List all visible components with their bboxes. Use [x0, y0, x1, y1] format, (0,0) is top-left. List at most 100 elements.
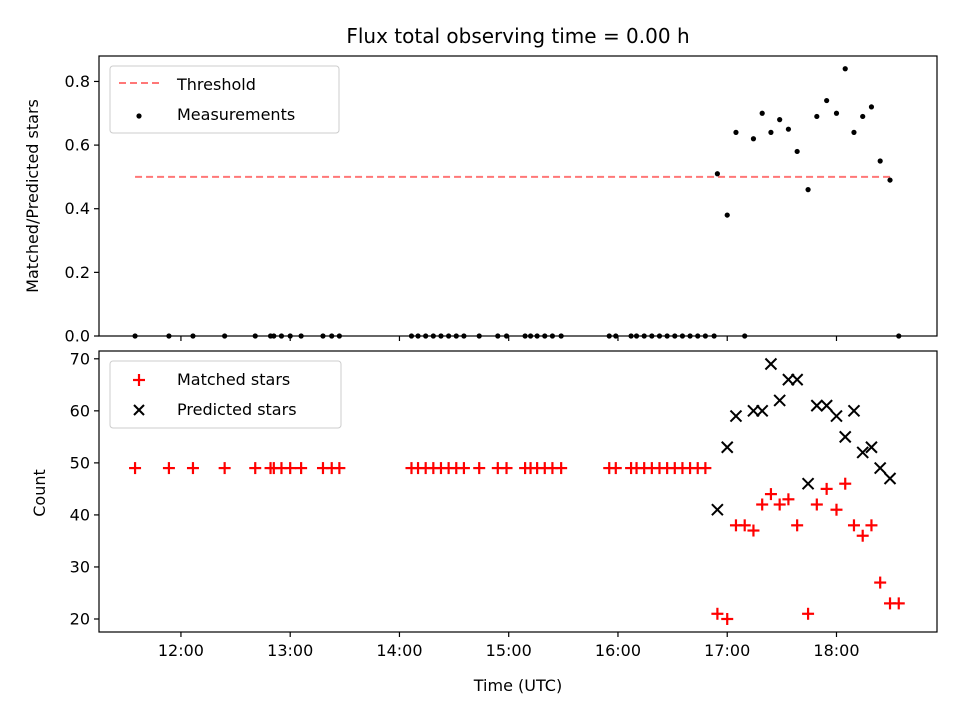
ratio-y-axis-label: Matched/Predicted stars — [23, 99, 42, 293]
count-legend: Matched stars Predicted stars — [109, 360, 342, 429]
matched-star-point — [186, 462, 199, 475]
count-plot-area — [129, 357, 905, 625]
count-y-tick-label: 30 — [70, 557, 90, 576]
count-legend-box — [109, 360, 342, 429]
matched-star-point — [802, 607, 815, 620]
count-y-tick-label: 50 — [70, 453, 90, 472]
matched-star-point — [839, 477, 852, 490]
measurement-point — [724, 212, 730, 218]
ratio-y-ticks: 0.0 0.2 0.4 0.6 0.8 — [65, 72, 99, 346]
matched-star-point — [810, 498, 823, 511]
measurement-point — [794, 148, 800, 155]
count-y-tick-label: 40 — [70, 505, 90, 524]
measurement-point — [714, 171, 720, 177]
count-y-tick-label: 20 — [70, 609, 90, 628]
ratio-y-tick-label: 0.4 — [65, 199, 90, 218]
matched-star-point — [699, 462, 712, 475]
legend-matched-label: Matched stars — [177, 370, 290, 389]
predicted-star-point — [801, 477, 815, 490]
measurement-point — [785, 126, 792, 132]
matched-star-point — [756, 498, 769, 511]
count-x-tick-label: 17:00 — [704, 641, 750, 660]
legend-measurements-label: Measurements — [177, 105, 295, 124]
matched-star-point — [820, 482, 833, 495]
predicted-star-point — [839, 430, 852, 444]
ratio-y-tick-label: 0.8 — [65, 72, 90, 91]
matched-star-point — [555, 462, 568, 475]
count-x-axis-label: Time (UTC) — [473, 676, 562, 695]
ratio-legend-box — [109, 65, 340, 134]
measurement-point — [887, 177, 893, 183]
matched-star-point — [738, 519, 751, 532]
matched-star-point — [609, 462, 622, 475]
predicted-star-point — [711, 503, 724, 516]
legend-threshold-label: Threshold — [176, 75, 256, 94]
matched-star-point — [473, 462, 486, 475]
count-x-tick-label: 16:00 — [595, 641, 641, 660]
matched-star-point — [249, 462, 262, 475]
ratio-axes-frame — [98, 55, 938, 337]
matched-star-point — [764, 488, 777, 501]
count-y-ticks: 20 30 40 50 60 70 — [70, 349, 99, 628]
count-y-tick-label: 60 — [70, 401, 90, 420]
ratio-y-tick-label: 0.2 — [65, 263, 90, 282]
predicted-star-point — [873, 461, 887, 475]
measurement-point — [877, 158, 883, 164]
predicted-star-point — [764, 357, 778, 371]
matched-star-point — [333, 462, 346, 475]
matched-star-point — [457, 462, 470, 475]
count-x-tick-label: 15:00 — [486, 641, 532, 660]
measurement-point — [851, 129, 857, 135]
matched-star-point — [721, 612, 734, 625]
count-x-tick-label: 18:00 — [813, 641, 859, 660]
count-x-tick-label: 13:00 — [267, 641, 313, 660]
measurement-point — [860, 113, 866, 120]
predicted-star-point — [729, 409, 743, 423]
measurement-point — [824, 97, 830, 104]
predicted-star-point — [865, 441, 878, 454]
matched-star-point — [830, 503, 843, 516]
count-x-tick-label: 14:00 — [376, 641, 422, 660]
matched-star-point — [847, 519, 860, 532]
measurement-point — [805, 187, 811, 193]
matched-star-point — [773, 498, 786, 511]
count-axes-frame — [98, 350, 938, 633]
matched-star-point — [865, 519, 878, 532]
measurement-point — [759, 110, 765, 116]
predicted-star-point — [773, 394, 786, 407]
predicted-star-point — [847, 404, 861, 418]
predicted-star-point — [856, 446, 869, 459]
matched-star-point — [791, 519, 804, 532]
matched-star-point — [129, 462, 142, 475]
matched-star-point — [218, 462, 231, 475]
matched-star-point — [500, 462, 513, 475]
measurement-point — [833, 110, 840, 116]
legend-predicted-label: Predicted stars — [177, 400, 297, 419]
matched-star-point — [284, 462, 297, 475]
count-x-tick-label: 12:00 — [158, 641, 204, 660]
count-y-tick-label: 70 — [70, 349, 90, 368]
predicted-star-point — [721, 441, 734, 454]
predicted-star-point — [883, 472, 897, 485]
measurement-point — [733, 129, 739, 135]
matched-star-point — [162, 462, 175, 475]
matched-star-point — [874, 576, 887, 589]
measurement-point — [750, 136, 757, 142]
measurement-point — [814, 113, 820, 120]
chart-title: Flux total observing time = 0.00 h — [346, 24, 689, 48]
predicted-star-point — [810, 399, 824, 412]
predicted-star-point — [755, 404, 769, 418]
ratio-y-tick-label: 0.6 — [65, 136, 90, 155]
ratio-y-tick-label: 0.0 — [65, 327, 90, 346]
ratio-panel: Flux total observing time = 0.00 h 0.00.… — [23, 24, 938, 346]
predicted-star-point — [830, 409, 843, 423]
ratio-x-ticks — [180, 336, 838, 341]
matched-star-point — [856, 529, 869, 542]
matched-star-point — [711, 607, 724, 620]
count-x-ticks: 12:00 13:00 14:00 15:00 16:00 17:00 18:00 — [158, 632, 860, 660]
predicted-star-point — [790, 373, 804, 386]
count-y-axis-label: Count — [30, 469, 49, 517]
matched-star-point — [782, 493, 795, 506]
matched-star-point — [892, 597, 905, 610]
matched-star-point — [295, 462, 308, 475]
